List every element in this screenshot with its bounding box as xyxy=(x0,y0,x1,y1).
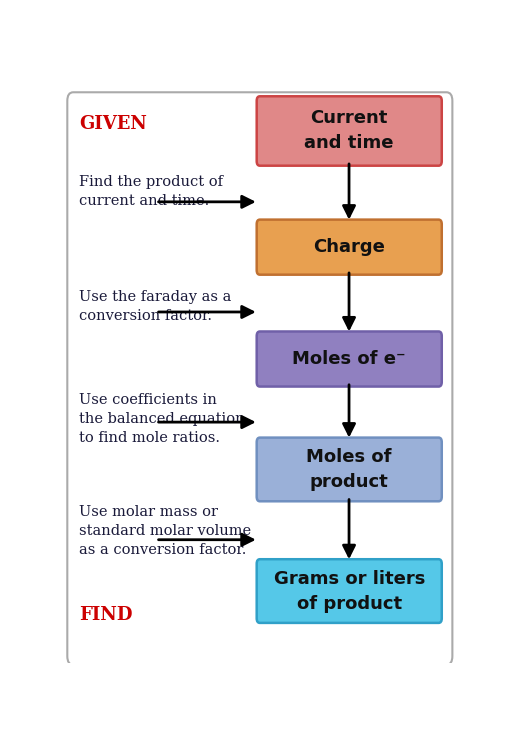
Text: Current
and time: Current and time xyxy=(305,110,394,153)
FancyBboxPatch shape xyxy=(67,92,452,665)
Text: Grams or liters
of product: Grams or liters of product xyxy=(274,570,425,612)
Text: Moles of
product: Moles of product xyxy=(306,448,392,491)
FancyBboxPatch shape xyxy=(257,559,442,623)
Text: FIND: FIND xyxy=(79,606,133,624)
FancyBboxPatch shape xyxy=(257,220,442,275)
Text: Use the faraday as a
conversion factor.: Use the faraday as a conversion factor. xyxy=(79,290,232,323)
Text: Moles of e⁻: Moles of e⁻ xyxy=(293,350,406,368)
Text: Charge: Charge xyxy=(313,238,385,256)
Text: Use molar mass or
standard molar volume
as a conversion factor.: Use molar mass or standard molar volume … xyxy=(79,505,251,557)
Text: GIVEN: GIVEN xyxy=(79,115,147,133)
FancyBboxPatch shape xyxy=(257,437,442,501)
Text: Find the product of
current and time.: Find the product of current and time. xyxy=(79,176,223,209)
FancyBboxPatch shape xyxy=(257,96,442,165)
FancyBboxPatch shape xyxy=(257,332,442,387)
Text: Use coefficients in
the balanced equation
to find mole ratios.: Use coefficients in the balanced equatio… xyxy=(79,393,245,446)
